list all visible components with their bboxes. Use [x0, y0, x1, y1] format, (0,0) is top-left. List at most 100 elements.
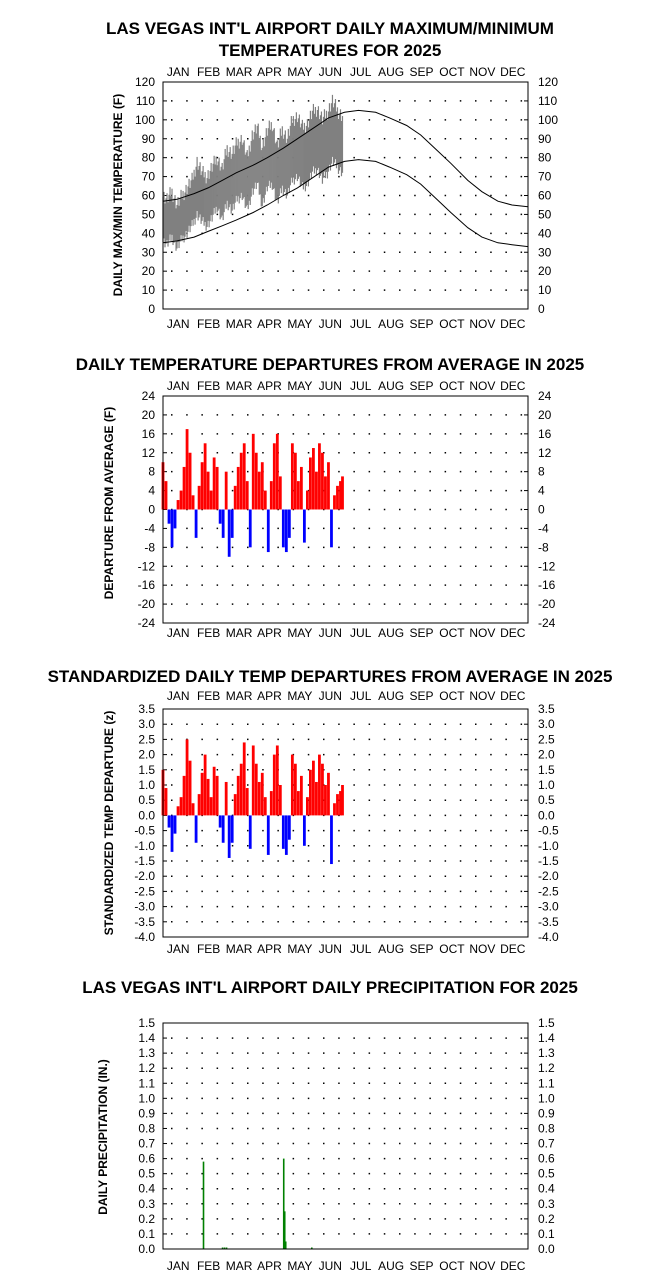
y-tick-label-right: 0.9: [538, 1106, 555, 1120]
y-tick-label-left: 120: [135, 75, 155, 89]
departure-bar-positive: [212, 766, 216, 816]
departure-bar-positive: [191, 495, 195, 510]
departure-bar-positive: [312, 448, 315, 510]
month-label-bottom: OCT: [439, 1259, 465, 1273]
departure-bar-positive: [305, 490, 309, 510]
month-label-top: JUN: [319, 689, 342, 703]
departure-bar-positive: [164, 481, 168, 510]
departure-bar-positive: [333, 495, 336, 510]
departure-bar-positive: [236, 775, 240, 816]
departure-bar-positive: [203, 754, 207, 816]
month-label-top: DEC: [500, 379, 526, 393]
month-label-bottom: DEC: [500, 1259, 526, 1273]
chart-panel-4: LAS VEGAS INT'L AIRPORT DAILY PRECIPITAT…: [82, 978, 578, 1273]
y-tick-label-right: 1.0: [538, 778, 555, 792]
month-label-top: JUL: [350, 689, 372, 703]
y-tick-label-left: -12: [138, 559, 156, 573]
y-tick-label-right: 60: [538, 189, 552, 203]
precip-bar: [283, 1211, 286, 1249]
departure-bar-positive: [239, 763, 243, 816]
y-tick-label-right: -3.5: [538, 915, 559, 929]
y-tick-label-right: 0.8: [538, 1121, 555, 1135]
departure-bar-positive: [309, 457, 312, 510]
departure-bar-positive: [200, 462, 204, 510]
departure-bar-positive: [254, 452, 258, 510]
departure-bar-negative: [173, 815, 177, 834]
y-tick-label-right: 1.5: [538, 763, 555, 777]
y-tick-label-left: -3.5: [134, 915, 155, 929]
departure-bar-positive: [278, 785, 282, 816]
y-tick-label-right: 90: [538, 132, 552, 146]
y-tick-label-left: 2.5: [138, 732, 155, 746]
departure-bar-positive: [339, 791, 342, 816]
y-tick-label-right: -24: [538, 616, 556, 630]
y-tick-label-left: 50: [142, 207, 156, 221]
y-tick-label-left: 0.3: [138, 1197, 155, 1211]
month-label-bottom: MAR: [226, 942, 253, 956]
departure-bar-positive: [179, 797, 183, 816]
y-tick-label-left: 20: [142, 264, 156, 278]
departure-bar-positive: [203, 443, 207, 510]
month-label-bottom: DEC: [500, 942, 526, 956]
month-label-top: NOV: [469, 689, 495, 703]
y-tick-label-left: -1.0: [134, 839, 155, 853]
month-label-top: JAN: [167, 379, 190, 393]
departure-bar-negative: [170, 509, 174, 548]
departure-bar-positive: [239, 452, 243, 510]
month-label-bottom: AUG: [378, 317, 404, 331]
departure-bar-negative: [266, 509, 270, 553]
y-tick-label-left: 3.5: [138, 702, 155, 716]
departure-bar-positive: [236, 466, 240, 510]
y-tick-label-left: 0.2: [138, 1212, 155, 1226]
y-tick-label-right: 12: [538, 446, 552, 460]
month-label-top: SEP: [410, 689, 434, 703]
y-tick-label-left: 16: [142, 427, 156, 441]
chart-title: DAILY TEMPERATURE DEPARTURES FROM AVERAG…: [76, 355, 585, 374]
y-tick-label-left: 1.5: [138, 1016, 155, 1030]
y-tick-label-right: 0.1: [538, 1227, 555, 1241]
y-tick-label-right: -2.5: [538, 884, 559, 898]
y-tick-label-right: 4: [538, 484, 545, 498]
departure-bar-positive: [260, 772, 264, 816]
y-tick-label-left: 60: [142, 189, 156, 203]
month-label-top: SEP: [410, 379, 434, 393]
month-label-top: APR: [257, 65, 282, 79]
departure-bar-positive: [263, 797, 267, 816]
y-tick-label-left: 0: [148, 503, 155, 517]
month-label-bottom: SEP: [410, 626, 434, 640]
y-tick-label-left: 0.1: [138, 1227, 155, 1241]
y-tick-label-right: 40: [538, 226, 552, 240]
month-label-bottom: NOV: [469, 942, 495, 956]
departure-bar-positive: [215, 466, 219, 510]
y-tick-label-left: 80: [142, 151, 156, 165]
departure-bar-negative: [248, 509, 252, 548]
departure-bar-negative: [302, 815, 306, 846]
y-tick-label-right: 50: [538, 207, 552, 221]
departure-bar-negative: [284, 815, 288, 855]
y-tick-label-left: 100: [135, 113, 155, 127]
departure-bar-positive: [176, 806, 180, 816]
y-tick-label-right: 20: [538, 408, 552, 422]
y-tick-label-right: 70: [538, 170, 552, 184]
y-tick-label-right: -3.0: [538, 900, 559, 914]
y-tick-label-left: 0.4: [138, 1182, 155, 1196]
chart-title: STANDARDIZED DAILY TEMP DEPARTURES FROM …: [48, 667, 613, 686]
y-tick-label-left: 24: [142, 389, 156, 403]
month-label-bottom: OCT: [439, 317, 465, 331]
y-tick-label-right: -12: [538, 559, 556, 573]
departure-bar-negative: [302, 509, 306, 543]
month-label-bottom: APR: [257, 1259, 282, 1273]
departure-bar-positive: [269, 481, 273, 510]
departure-bar-negative: [218, 509, 222, 524]
departure-bar-positive: [290, 443, 294, 510]
month-label-bottom: SEP: [410, 942, 434, 956]
departure-bar-positive: [197, 485, 201, 510]
departure-bar-negative: [281, 815, 285, 849]
departure-bar-negative: [218, 815, 222, 828]
y-tick-label-left: 0.8: [138, 1121, 155, 1135]
month-label-top: DEC: [500, 65, 526, 79]
y-tick-label-right: 1.2: [538, 1061, 555, 1075]
y-tick-label-right: 1.0: [538, 1091, 555, 1105]
departure-bar-positive: [327, 772, 330, 816]
month-label-top: MAR: [226, 379, 253, 393]
